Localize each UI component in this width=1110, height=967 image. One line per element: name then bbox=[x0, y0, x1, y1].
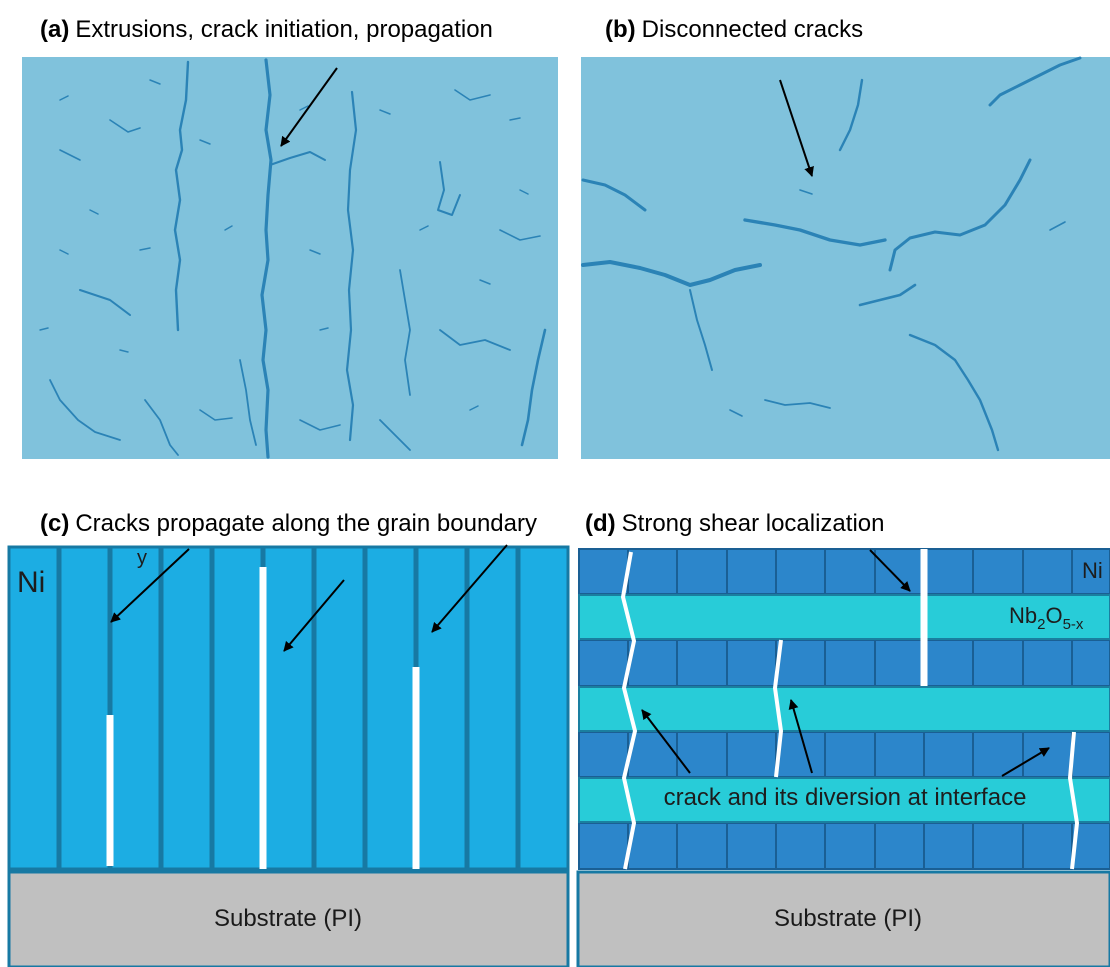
substrate-c bbox=[7, 870, 570, 967]
panel-a: (a) Extrusions, crack initiation, propaga… bbox=[22, 16, 558, 459]
micrograph-b bbox=[581, 57, 1110, 459]
crack-network-b bbox=[581, 56, 1082, 452]
arrow-icon bbox=[779, 79, 814, 177]
oxide-layers bbox=[578, 594, 1110, 823]
micrograph-a bbox=[22, 57, 558, 459]
arrow-icon bbox=[280, 67, 338, 147]
arrow-icon bbox=[431, 544, 508, 633]
panel-c-caption: (c) Cracks propagate along the grain boun… bbox=[40, 510, 537, 537]
ni-label-d: Ni bbox=[1082, 558, 1103, 583]
ni-label: Ni bbox=[17, 566, 45, 599]
panel-d-caption: (d) Strong shear localization bbox=[585, 510, 884, 537]
oxide-label: Nb2O5-x bbox=[1009, 603, 1084, 633]
panel-c: (c) Cracks propagate along the grain boun… bbox=[7, 510, 570, 967]
crack-dashes-a bbox=[39, 79, 529, 411]
stray-label: y bbox=[137, 547, 147, 569]
substrate-label-c: Substrate (PI) bbox=[214, 905, 362, 932]
arrow-icon bbox=[869, 549, 911, 592]
panel-b-caption: (b) Disconnected cracks bbox=[605, 16, 863, 43]
panel-a-caption: (a) Extrusions, crack initiation, propaga… bbox=[40, 16, 493, 43]
substrate-label-d: Substrate (PI) bbox=[774, 905, 922, 932]
arrow-icon bbox=[1001, 747, 1050, 777]
arrow-icon bbox=[110, 548, 190, 623]
grain-boundary-cracks bbox=[106, 567, 420, 869]
substrate-d bbox=[576, 870, 1110, 967]
arrow-icon bbox=[788, 699, 813, 774]
arrow-icon bbox=[283, 579, 345, 652]
panel-b: (b) Disconnected cracks bbox=[581, 16, 1110, 459]
shear-cracks bbox=[620, 551, 1080, 870]
ni-grain-columns bbox=[7, 545, 570, 871]
crack-network-a bbox=[49, 58, 547, 459]
crack-label: crack and its diversion at interface bbox=[664, 784, 1027, 811]
panel-d: (d) Strong shear localization Ni Nb2O5-x … bbox=[576, 510, 1110, 967]
arrow-icon bbox=[641, 709, 691, 774]
